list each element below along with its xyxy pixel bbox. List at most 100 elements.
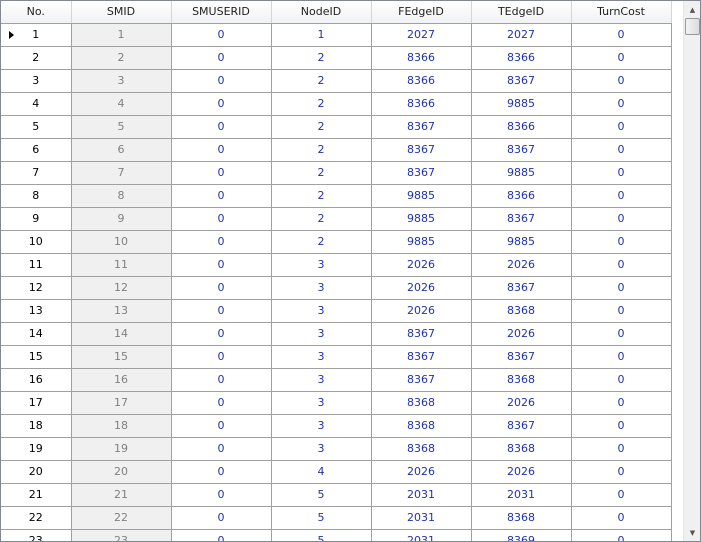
cell-smid[interactable]: 23 [70, 528, 172, 541]
cell-smuserid[interactable]: 0 [170, 321, 272, 346]
cell-fedgeid[interactable]: 8366 [370, 68, 472, 93]
cell-smuserid[interactable]: 0 [170, 505, 272, 530]
cell-smid[interactable]: 21 [70, 482, 172, 507]
column-header-tedgeid[interactable]: TEdgeID [471, 1, 572, 24]
cell-tedgeid[interactable]: 9885 [470, 229, 572, 254]
cell-tedgeid[interactable]: 8368 [470, 436, 572, 461]
row-header[interactable]: 18 [1, 414, 72, 438]
cell-tedgeid[interactable]: 8367 [470, 275, 572, 300]
cell-fedgeid[interactable]: 9885 [370, 206, 472, 231]
cell-fedgeid[interactable]: 8367 [370, 160, 472, 185]
scroll-up-icon[interactable]: ▲ [689, 5, 696, 14]
cell-fedgeid[interactable]: 2026 [370, 298, 472, 323]
cell-nodeid[interactable]: 4 [270, 459, 372, 484]
cell-smuserid[interactable]: 0 [170, 528, 272, 541]
cell-smid[interactable]: 16 [70, 367, 172, 392]
cell-fedgeid[interactable]: 2027 [370, 22, 472, 47]
cell-tedgeid[interactable]: 9885 [470, 91, 572, 116]
cell-nodeid[interactable]: 3 [270, 367, 372, 392]
cell-fedgeid[interactable]: 2026 [370, 459, 472, 484]
cell-tedgeid[interactable]: 8368 [470, 505, 572, 530]
row-header[interactable]: 16 [1, 368, 72, 392]
cell-turncost[interactable]: 0 [570, 68, 672, 93]
column-header-no[interactable]: No. [1, 1, 72, 24]
cell-smid[interactable]: 10 [70, 229, 172, 254]
cell-tedgeid[interactable]: 2031 [470, 482, 572, 507]
cell-smuserid[interactable]: 0 [170, 413, 272, 438]
table-row[interactable]: 19 19 0 3 8368 8368 0 [1, 436, 672, 461]
table-row[interactable]: 23 23 0 5 2031 8369 0 [1, 528, 672, 541]
cell-smid[interactable]: 9 [70, 206, 172, 231]
cell-nodeid[interactable]: 2 [270, 114, 372, 139]
cell-turncost[interactable]: 0 [570, 482, 672, 507]
column-header-nodeid[interactable]: NodeID [271, 1, 372, 24]
cell-tedgeid[interactable]: 8368 [470, 298, 572, 323]
cell-turncost[interactable]: 0 [570, 436, 672, 461]
cell-nodeid[interactable]: 3 [270, 436, 372, 461]
cell-fedgeid[interactable]: 8367 [370, 367, 472, 392]
table-row[interactable]: 14 14 0 3 8367 2026 0 [1, 321, 672, 346]
cell-smuserid[interactable]: 0 [170, 436, 272, 461]
cell-smuserid[interactable]: 0 [170, 206, 272, 231]
cell-smid[interactable]: 4 [70, 91, 172, 116]
row-header[interactable]: 20 [1, 460, 72, 484]
cell-nodeid[interactable]: 3 [270, 344, 372, 369]
cell-smid[interactable]: 18 [70, 413, 172, 438]
cell-nodeid[interactable]: 3 [270, 275, 372, 300]
cell-smuserid[interactable]: 0 [170, 367, 272, 392]
row-header[interactable]: 7 [1, 161, 72, 185]
column-header-smuserid[interactable]: SMUSERID [171, 1, 272, 24]
scroll-down-icon[interactable]: ▼ [689, 528, 696, 537]
cell-tedgeid[interactable]: 8366 [470, 45, 572, 70]
table-row[interactable]: 9 9 0 2 9885 8367 0 [1, 206, 672, 231]
cell-smid[interactable]: 7 [70, 160, 172, 185]
cell-fedgeid[interactable]: 8368 [370, 390, 472, 415]
cell-nodeid[interactable]: 2 [270, 160, 372, 185]
cell-tedgeid[interactable]: 2026 [470, 459, 572, 484]
cell-smuserid[interactable]: 0 [170, 390, 272, 415]
table-row[interactable]: 20 20 0 4 2026 2026 0 [1, 459, 672, 484]
cell-tedgeid[interactable]: 8366 [470, 114, 572, 139]
table-row[interactable]: 8 8 0 2 9885 8366 0 [1, 183, 672, 208]
cell-smuserid[interactable]: 0 [170, 275, 272, 300]
table-row[interactable]: 7 7 0 2 8367 9885 0 [1, 160, 672, 185]
cell-nodeid[interactable]: 5 [270, 482, 372, 507]
cell-fedgeid[interactable]: 8366 [370, 91, 472, 116]
cell-tedgeid[interactable]: 2026 [470, 390, 572, 415]
cell-smuserid[interactable]: 0 [170, 183, 272, 208]
cell-fedgeid[interactable]: 2031 [370, 482, 472, 507]
row-header[interactable]: 17 [1, 391, 72, 415]
cell-turncost[interactable]: 0 [570, 160, 672, 185]
row-header[interactable]: 23 [1, 529, 72, 541]
cell-nodeid[interactable]: 2 [270, 137, 372, 162]
row-header[interactable]: 13 [1, 299, 72, 323]
cell-fedgeid[interactable]: 2026 [370, 275, 472, 300]
cell-nodeid[interactable]: 3 [270, 413, 372, 438]
cell-fedgeid[interactable]: 9885 [370, 229, 472, 254]
cell-turncost[interactable]: 0 [570, 505, 672, 530]
table-row[interactable]: 2 2 0 2 8366 8366 0 [1, 45, 672, 70]
cell-smid[interactable]: 14 [70, 321, 172, 346]
row-header[interactable]: 4 [1, 92, 72, 116]
cell-tedgeid[interactable]: 2026 [470, 321, 572, 346]
table-row[interactable]: 17 17 0 3 8368 2026 0 [1, 390, 672, 415]
cell-nodeid[interactable]: 2 [270, 91, 372, 116]
cell-smid[interactable]: 1 [70, 22, 172, 47]
cell-smid[interactable]: 2 [70, 45, 172, 70]
cell-turncost[interactable]: 0 [570, 229, 672, 254]
cell-smuserid[interactable]: 0 [170, 344, 272, 369]
cell-smuserid[interactable]: 0 [170, 114, 272, 139]
cell-fedgeid[interactable]: 8366 [370, 45, 472, 70]
row-header[interactable]: 1 [1, 23, 72, 47]
cell-fedgeid[interactable]: 8367 [370, 344, 472, 369]
row-header[interactable]: 19 [1, 437, 72, 461]
cell-fedgeid[interactable]: 8367 [370, 114, 472, 139]
column-header-smid[interactable]: SMID [71, 1, 172, 24]
cell-turncost[interactable]: 0 [570, 252, 672, 277]
cell-tedgeid[interactable]: 8367 [470, 413, 572, 438]
table-row[interactable]: 5 5 0 2 8367 8366 0 [1, 114, 672, 139]
column-header-fedgeid[interactable]: FEdgeID [371, 1, 472, 24]
cell-turncost[interactable]: 0 [570, 413, 672, 438]
cell-smid[interactable]: 19 [70, 436, 172, 461]
cell-turncost[interactable]: 0 [570, 321, 672, 346]
